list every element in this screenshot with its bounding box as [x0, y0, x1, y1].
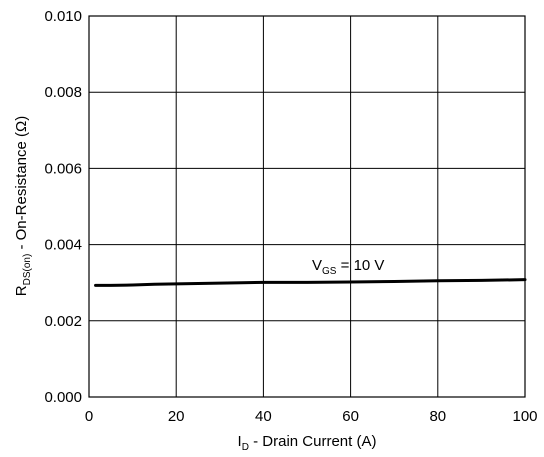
- y-tick-label: 0.008: [44, 84, 82, 101]
- series-line: [94, 278, 527, 287]
- y-tick-label: 0.010: [44, 8, 82, 25]
- grid-lines: [89, 16, 525, 397]
- plot-area: [88, 15, 526, 398]
- y-tick-label: 0.004: [44, 237, 82, 254]
- y-tick-label: 0.002: [44, 313, 82, 330]
- y-tick-label: 0.006: [44, 160, 82, 177]
- x-tick-label: 80: [429, 408, 446, 425]
- x-tick-label: 0: [85, 408, 93, 425]
- x-tick-label: 20: [168, 408, 185, 425]
- series-group: [94, 278, 527, 287]
- x-axis-title: ID - Drain Current (A): [238, 433, 377, 453]
- x-tick-label: 40: [255, 408, 272, 425]
- x-tick-label: 60: [342, 408, 359, 425]
- tick-labels: 0 20 40 60 80 100 0.000 0.002 0.004 0.006 0.008 0.0…: [44, 8, 537, 425]
- y-tick-label: 0.000: [44, 389, 82, 406]
- y-axis-title: RDS(on) - On-Resistance (Ω): [13, 116, 33, 296]
- series-annotation: VGS = 10 V: [312, 257, 384, 277]
- x-tick-label: 100: [512, 408, 537, 425]
